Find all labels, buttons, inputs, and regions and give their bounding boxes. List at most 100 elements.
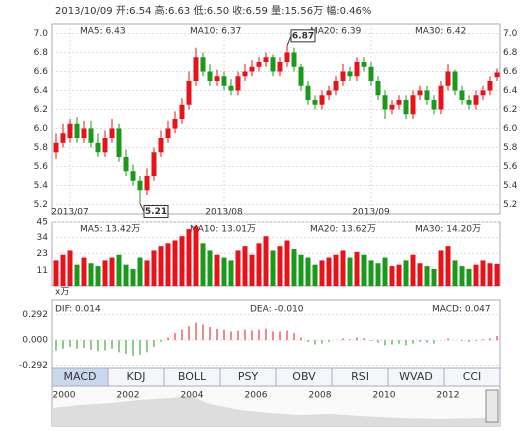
legend-entry: MA30: 14.20万: [415, 225, 481, 235]
volume-bar: [228, 260, 234, 286]
annotation-label: 5.21: [145, 207, 167, 217]
y-tick-label-right: 6.4: [503, 86, 518, 96]
volume-bar: [235, 250, 241, 286]
volume-bar: [326, 257, 332, 286]
y-tick-label: -0.292: [19, 361, 48, 371]
tab-label[interactable]: WVAD: [399, 370, 433, 383]
volume-bar: [340, 250, 346, 286]
volume-bar: [410, 254, 416, 286]
timeline-year: 2004: [181, 391, 204, 401]
candle-body: [207, 71, 213, 81]
volume-bar: [67, 250, 73, 286]
candle-body: [158, 138, 164, 153]
volume-bar: [389, 266, 395, 286]
tab-label[interactable]: RSI: [351, 370, 369, 383]
volume-bar: [81, 257, 87, 286]
volume-bar: [494, 263, 500, 286]
volume-bar: [221, 257, 227, 286]
candle-body: [473, 95, 479, 105]
candle-body: [375, 81, 381, 96]
volume-bar: [270, 250, 276, 286]
candle-body: [270, 57, 276, 72]
candle-body: [109, 128, 115, 138]
volume-bar: [382, 257, 388, 286]
candle-body: [137, 180, 143, 191]
candle-body: [396, 100, 402, 105]
volume-bar: [487, 263, 493, 286]
tab-label[interactable]: OBV: [292, 370, 316, 383]
candle-body: [144, 176, 150, 191]
timeline-year: 2002: [117, 391, 140, 401]
volume-bar: [242, 246, 248, 286]
candle-body: [228, 85, 234, 91]
candle-body: [417, 90, 423, 96]
y-tick-label: 5.4: [34, 181, 49, 191]
legend-entry: MA20: 13.62万: [310, 225, 376, 235]
candle-body: [459, 90, 465, 100]
legend-entry: DEA: -0.010: [250, 305, 304, 315]
volume-unit: x万: [55, 288, 69, 298]
y-tick-label: 6.0: [34, 124, 49, 134]
volume-bar: [361, 254, 367, 286]
volume-bar: [417, 263, 423, 286]
volume-bar: [256, 243, 262, 286]
volume-bar: [144, 260, 150, 286]
candle-body: [438, 85, 444, 110]
y-tick-label-right: 6.0: [503, 124, 518, 134]
legend-entry: DIF: 0.014: [55, 305, 101, 315]
volume-bar: [158, 246, 164, 286]
tab-label[interactable]: BOLL: [178, 370, 207, 383]
timeline-year: 2010: [373, 391, 396, 401]
candle-body: [361, 62, 367, 67]
candle-body: [480, 90, 486, 96]
volume-bar: [263, 236, 269, 286]
y-tick-label: 7.0: [34, 29, 49, 39]
timeline-handle[interactable]: [485, 389, 499, 423]
candle-body: [95, 142, 101, 153]
volume-bar: [459, 266, 465, 286]
volume-bar: [123, 264, 129, 286]
candle-body: [256, 62, 262, 67]
candle-body: [382, 95, 388, 110]
volume-bar: [431, 268, 437, 286]
y-tick-label-right: 5.8: [503, 143, 518, 153]
tab-label[interactable]: CCI: [463, 370, 482, 383]
tab-label[interactable]: PSY: [238, 370, 259, 383]
y-tick-label-right: 5.6: [503, 162, 518, 172]
candle-body: [319, 95, 325, 105]
annotation-label: 6.87: [292, 31, 314, 41]
y-tick-label: 5.2: [34, 200, 48, 210]
candle-body: [410, 95, 416, 115]
y-tick-label-right: 5.2: [503, 200, 517, 210]
volume-bar: [130, 268, 136, 286]
candle-body: [466, 100, 472, 105]
volume-bar: [375, 263, 381, 286]
y-tick-label: 23: [37, 249, 48, 259]
volume-bar: [214, 254, 220, 286]
annotation-pointer: [286, 35, 292, 47]
volume-bar: [284, 240, 290, 286]
candle-body: [452, 71, 458, 91]
candle-body: [389, 104, 395, 110]
candle-body: [81, 128, 87, 138]
y-tick-label-right: 6.8: [503, 48, 518, 58]
volume-bar: [165, 243, 171, 286]
y-tick-label-right: 6.6: [503, 67, 518, 77]
volume-bar: [137, 257, 143, 286]
candle-body: [74, 123, 80, 138]
candle-body: [130, 171, 136, 181]
y-tick-label: 6.4: [34, 86, 49, 96]
tab-label[interactable]: KDJ: [127, 370, 146, 383]
timeline-year: 2008: [309, 391, 332, 401]
volume-bar: [319, 260, 325, 286]
tab-label[interactable]: MACD: [64, 370, 97, 383]
volume-bar: [354, 251, 360, 286]
candle-body: [347, 71, 353, 77]
candle-body: [284, 52, 290, 62]
candle-body: [53, 142, 59, 153]
candle-body: [487, 81, 493, 91]
y-tick-label: 0.292: [22, 310, 48, 320]
timeline-sparkline: [52, 396, 500, 426]
tab[interactable]: [443, 367, 501, 387]
